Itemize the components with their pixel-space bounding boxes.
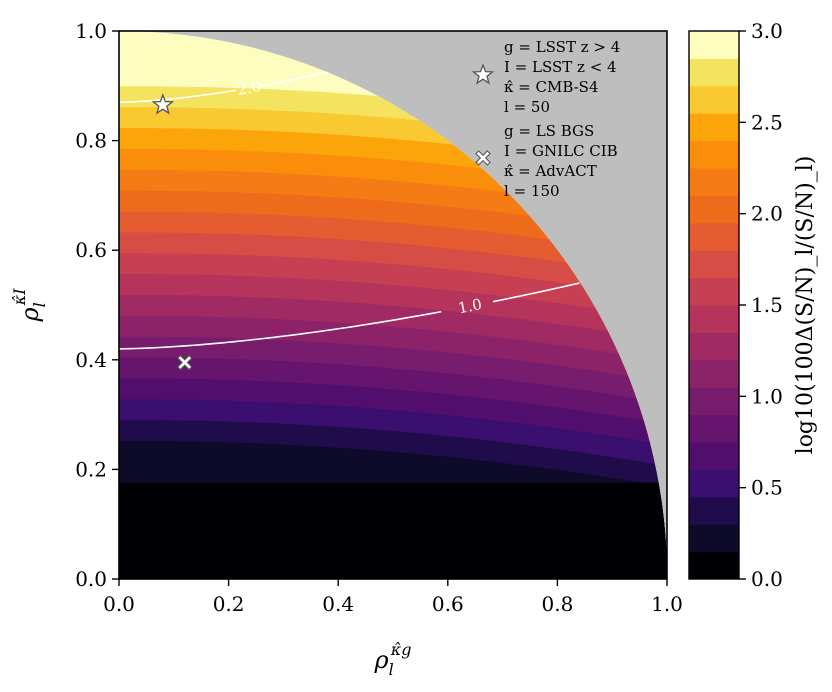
colorbar-tick-label: 0.5 xyxy=(751,476,783,500)
contour-label: 2.0 xyxy=(236,77,263,99)
colorbar-band xyxy=(689,332,739,361)
contour-lines: 1.0 2.0 xyxy=(119,71,580,350)
colorbar-band xyxy=(689,442,739,470)
colorbar-tick-label: 2.0 xyxy=(751,202,783,226)
x-tick-label: 0.6 xyxy=(432,592,464,616)
colorbar-band xyxy=(689,195,739,224)
colorbar-band xyxy=(689,359,739,388)
y-tick-label: 1.0 xyxy=(75,19,107,43)
colorbar: 0.0 0.5 1.0 1.5 2.0 2.5 3.0 xyxy=(688,19,783,591)
x-tick-label: 0.4 xyxy=(322,592,354,616)
x-tick-label: 1.0 xyxy=(651,592,683,616)
colorbar-band xyxy=(689,496,739,525)
colorbar-band xyxy=(689,551,739,580)
legend-text: l = 150 xyxy=(504,182,560,200)
colorbar-band xyxy=(689,58,739,87)
legend-text: I = GNILC CIB xyxy=(504,142,618,160)
legend-star-icon xyxy=(471,63,495,85)
colorbar-band xyxy=(689,277,739,306)
y-tick-label: 0.8 xyxy=(75,129,107,153)
colorbar-band xyxy=(689,85,739,114)
colorbar-tick-label: 1.0 xyxy=(751,384,783,408)
x-axis: 0.0 0.2 0.4 0.6 0.8 1.0 xyxy=(103,579,683,616)
colorbar-tick-label: 3.0 xyxy=(751,19,783,43)
colorbar-band xyxy=(689,31,739,59)
plot-frame xyxy=(118,30,668,580)
legend-text: g = LS BGS xyxy=(504,122,594,140)
y-tick-label: 0.0 xyxy=(75,567,107,591)
colorbar-band xyxy=(689,414,739,443)
contour-line xyxy=(119,310,442,350)
colorbar-tick-label: 1.5 xyxy=(751,293,783,317)
colorbar-band xyxy=(689,222,739,251)
legend-text: κ̂ = AdvACT xyxy=(504,162,597,180)
contour-line xyxy=(119,89,237,104)
colorbar-band xyxy=(689,250,739,279)
colorbar-band xyxy=(689,168,739,196)
contour-line xyxy=(492,282,580,303)
cross-marker xyxy=(176,354,193,371)
x-axis-label: ρlκ̂g xyxy=(374,640,412,679)
y-tick-label: 0.6 xyxy=(75,238,107,262)
contour-label: 1.0 xyxy=(457,295,484,317)
data-markers xyxy=(151,93,193,371)
x-tick-label: 0.0 xyxy=(103,592,135,616)
legend-text: κ̂ = CMB-S4 xyxy=(504,78,599,96)
colorbar-band xyxy=(689,524,739,553)
plot-area: 1.0 2.0 xyxy=(118,30,668,580)
legend-text: I = LSST z < 4 xyxy=(504,58,617,76)
y-axis-label: ρlκ̂I xyxy=(10,288,49,323)
legend-text: g = LSST z > 4 xyxy=(504,38,620,56)
contour-band xyxy=(119,482,667,579)
x-tick-label: 0.2 xyxy=(213,592,245,616)
legend: g = LSST z > 4 I = LSST z < 4 κ̂ = CMB-S4 l… xyxy=(471,38,620,200)
colorbar-tick-label: 2.5 xyxy=(751,110,783,134)
legend-text: l = 50 xyxy=(504,98,550,116)
y-tick-label: 0.2 xyxy=(75,457,107,481)
contour-line xyxy=(259,71,328,87)
colorbar-band xyxy=(689,140,739,169)
colorbar-band xyxy=(689,113,739,142)
x-tick-label: 0.8 xyxy=(541,592,573,616)
y-axis: 0.0 0.2 0.4 0.6 0.8 1.0 xyxy=(75,19,119,591)
colorbar-band xyxy=(689,305,739,333)
colorbar-tick-label: 0.0 xyxy=(751,567,783,591)
colorbar-band xyxy=(689,387,739,416)
star-marker xyxy=(151,93,175,115)
colorbar-band xyxy=(689,469,739,498)
legend-cross-icon xyxy=(475,150,491,166)
colorbar-label: log10(100Δ(S/N)_l/(S/N)_l) xyxy=(793,156,818,455)
axis-labels: ρlκ̂g ρlκ̂I log10(100Δ(S/N)_l/(S/N)_l) xyxy=(10,156,818,679)
y-tick-label: 0.4 xyxy=(75,348,107,372)
